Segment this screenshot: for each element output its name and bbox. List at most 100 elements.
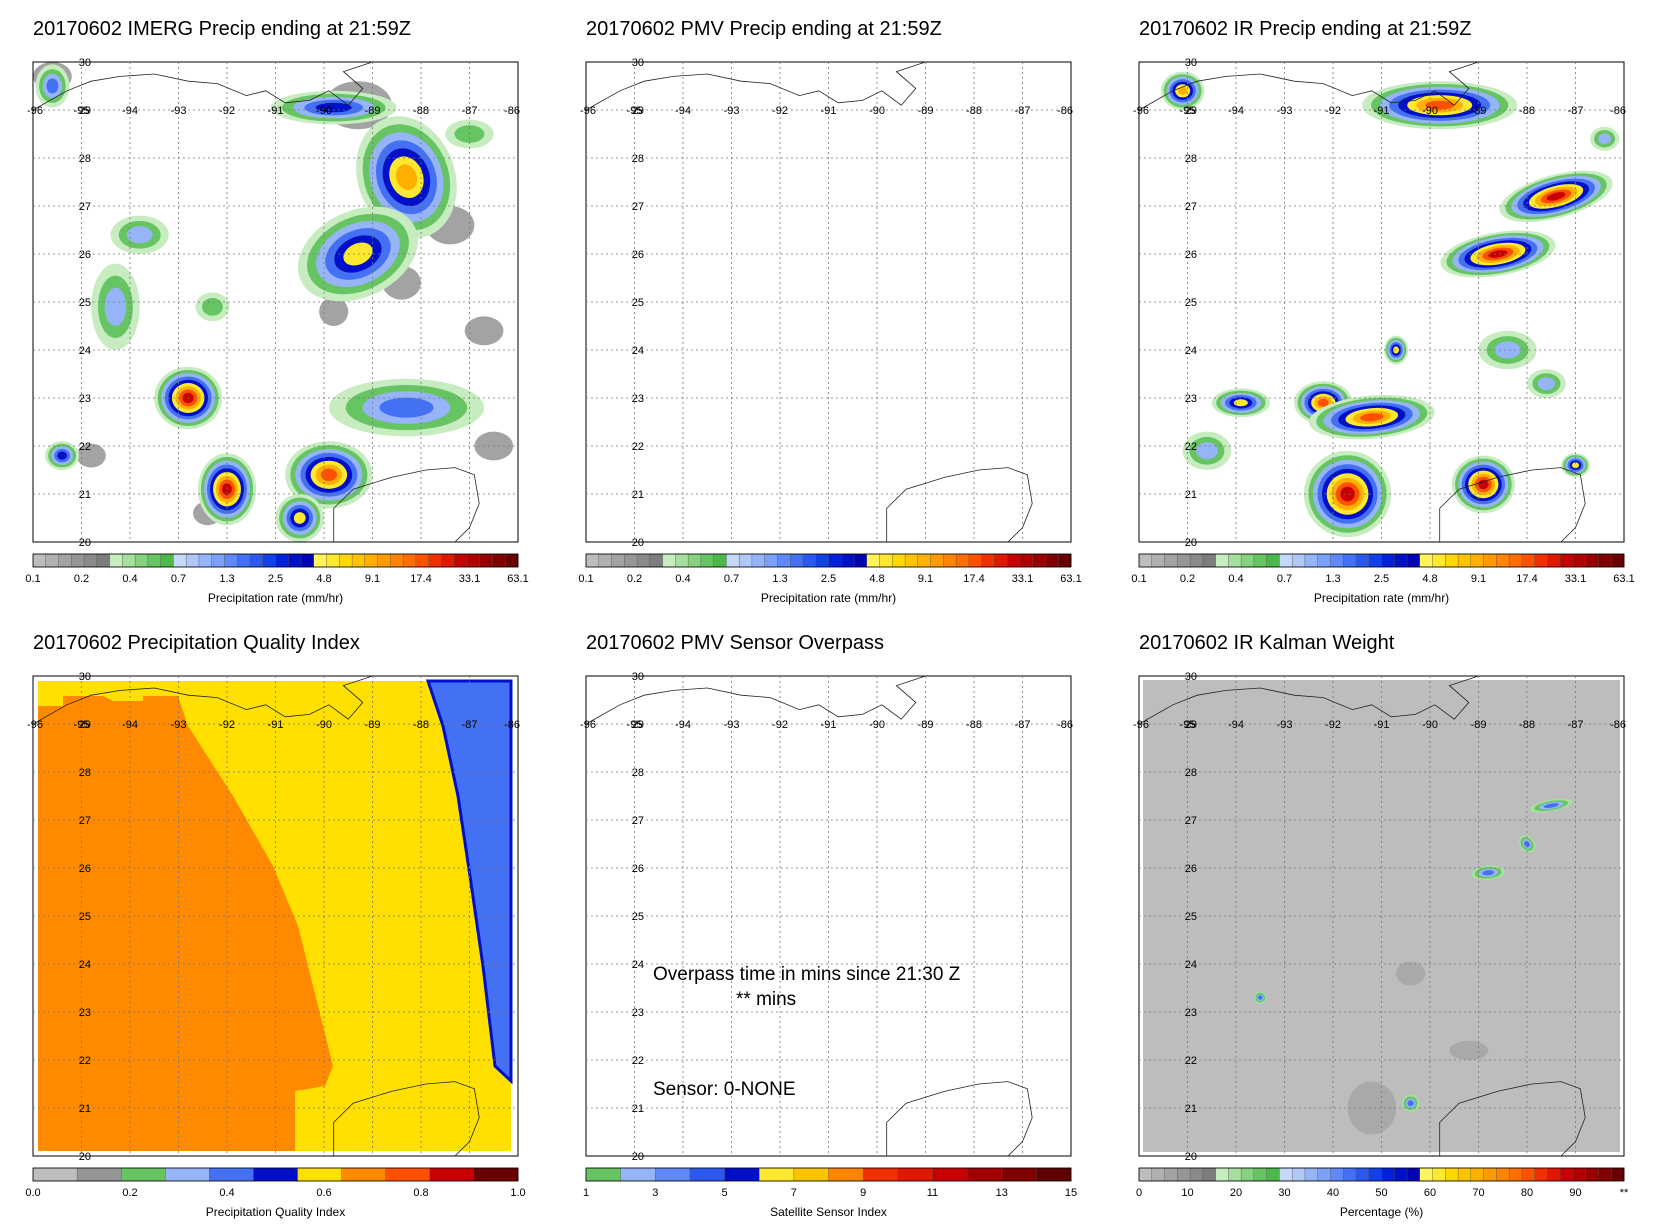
lat-tick-label: 30: [1185, 57, 1197, 69]
colorbar-swatch: [466, 553, 481, 568]
colorbar-frame: [1138, 553, 1625, 568]
colorbar-swatch: [1406, 1167, 1421, 1182]
colorbar-tick-label: 33.1: [459, 573, 480, 585]
lat-tick-label: 25: [79, 297, 91, 309]
colorbar-swatch: [1470, 1167, 1485, 1182]
lon-tick-label: -87: [1568, 105, 1584, 117]
colorbar-swatch: [1457, 1167, 1472, 1182]
colorbar-swatch: [479, 553, 493, 568]
colorbar-swatch: [1508, 553, 1523, 568]
lat-tick-label: 30: [79, 57, 91, 69]
colorbar-swatch: [1202, 553, 1217, 568]
colorbar-tick-label: 9: [860, 1187, 866, 1199]
precip-contour: [1233, 399, 1248, 407]
colorbar-swatch: [1547, 1167, 1561, 1182]
colorbar-swatch: [1598, 553, 1612, 568]
lon-tick-label: -90: [1422, 105, 1438, 117]
colorbar-swatch: [1521, 1167, 1536, 1182]
lat-tick-label: 26: [632, 863, 644, 875]
colorbar-tick-label: 3: [652, 1187, 658, 1199]
colorbar-tick-label: 33.1: [1012, 573, 1033, 585]
colorbar-swatch: [339, 553, 353, 568]
colorbar-swatch: [1202, 1167, 1217, 1182]
colorbar-swatch: [713, 553, 727, 568]
colorbar-swatch: [1457, 553, 1472, 568]
quality-map: 30 29 28 27 26 25 24 23 22 21 20 -96 -95 -94 -93 -92 -91…: [25, 671, 525, 1219]
quality-region-blue: [425, 679, 513, 1085]
colorbar-swatch: [429, 1167, 475, 1182]
lon-tick-label: -93: [1277, 105, 1293, 117]
colorbar-swatch: [994, 553, 1008, 568]
colorbar-swatch: [1215, 1167, 1229, 1182]
colorbar-swatch: [505, 553, 519, 568]
lon-tick-label: -90: [869, 105, 885, 117]
colorbar-swatch: [955, 553, 970, 568]
kalman-contour: [1258, 995, 1263, 1000]
colorbar-swatch: [777, 553, 791, 568]
colorbar-swatch: [1001, 1167, 1037, 1182]
lon-tick-label: -91: [821, 719, 837, 731]
lat-tick-label: 24: [79, 959, 91, 971]
colorbar-swatch: [1279, 553, 1293, 568]
lon-tick-label: -90: [316, 105, 332, 117]
colorbar-swatch: [700, 553, 715, 568]
colorbar-swatch: [724, 1167, 760, 1182]
coastline: [1439, 1081, 1586, 1157]
precip-contour: [76, 443, 106, 468]
precip-contour: [343, 242, 373, 266]
lat-tick-label: 27: [1185, 201, 1197, 213]
colorbar-tick-label: **: [1620, 1187, 1629, 1199]
lat-tick-label: 30: [632, 671, 644, 683]
coastline: [886, 1081, 1033, 1157]
lat-tick-label: 22: [632, 1055, 644, 1067]
lon-tick-label: -86: [504, 719, 520, 731]
colorbar-swatch: [377, 553, 391, 568]
colorbar-swatch: [1611, 1167, 1625, 1182]
coastline: [333, 467, 480, 543]
precip-map: 30 29 28 27 26 25 24 23 22 21 20 -96 -95 -94 -93 -92 -91…: [25, 57, 528, 605]
lat-tick-label: 22: [1185, 1055, 1197, 1067]
colorbar-swatch: [1381, 1167, 1395, 1182]
coastline: [886, 467, 1033, 543]
precip-contour: [1178, 86, 1188, 95]
colorbar-tick-label: 0.2: [122, 1187, 137, 1199]
colorbar-tick-label: 0.2: [627, 573, 642, 585]
colorbar-swatch: [1240, 1167, 1255, 1182]
panel-title: 20170602 IMERG Precip ending at 21:59Z: [33, 18, 412, 40]
lon-tick-label: -89: [1471, 105, 1487, 117]
colorbar-tick-label: 10: [1181, 1187, 1193, 1199]
lon-tick-label: -94: [675, 719, 691, 731]
lon-tick-label: -86: [1610, 719, 1626, 731]
lon-tick-label: -87: [462, 105, 478, 117]
precip-contour: [222, 483, 232, 496]
lon-tick-label: -95: [627, 105, 643, 117]
lat-tick-label: 21: [79, 1103, 91, 1115]
colorbar-label: Precipitation rate (mm/hr): [1314, 591, 1449, 605]
panel-sensor-overpass: 20170602 PMV Sensor Overpass 30 29 28 27 26 2…: [580, 624, 1126, 1224]
colorbar-tick-label: 0.7: [1277, 573, 1292, 585]
overpass-mins-text: ** mins: [736, 989, 797, 1010]
colorbar-swatch: [862, 1167, 899, 1182]
lon-tick-label: -95: [627, 719, 643, 731]
colorbar-swatch: [237, 553, 251, 568]
colorbar-swatch: [897, 1167, 933, 1182]
colorbar-swatch: [58, 553, 72, 568]
colorbar-swatch: [385, 1167, 431, 1182]
lon-tick-label: -95: [74, 105, 90, 117]
colorbar-tick-label: 50: [1375, 1187, 1387, 1199]
colorbar-swatch: [1432, 553, 1446, 568]
colorbar-swatch: [1330, 1167, 1344, 1182]
panel-title: 20170602 PMV Precip ending at 21:59Z: [586, 18, 942, 40]
colorbar-label: Precipitation Quality Index: [206, 1205, 345, 1219]
colorbar-swatch: [943, 553, 957, 568]
colorbar-tick-label: 0: [1136, 1187, 1142, 1199]
colorbar-tick-label: 0.7: [171, 573, 186, 585]
colorbar-swatch: [1317, 553, 1331, 568]
lon-tick-label: -94: [1228, 105, 1244, 117]
precip-contour: [1571, 462, 1580, 469]
colorbar-swatch: [147, 553, 162, 568]
lon-tick-label: -94: [1228, 719, 1244, 731]
colorbar-tick-label: 2.5: [268, 573, 283, 585]
colorbar-tick-label: 4.8: [869, 573, 884, 585]
colorbar-swatch: [904, 553, 919, 568]
